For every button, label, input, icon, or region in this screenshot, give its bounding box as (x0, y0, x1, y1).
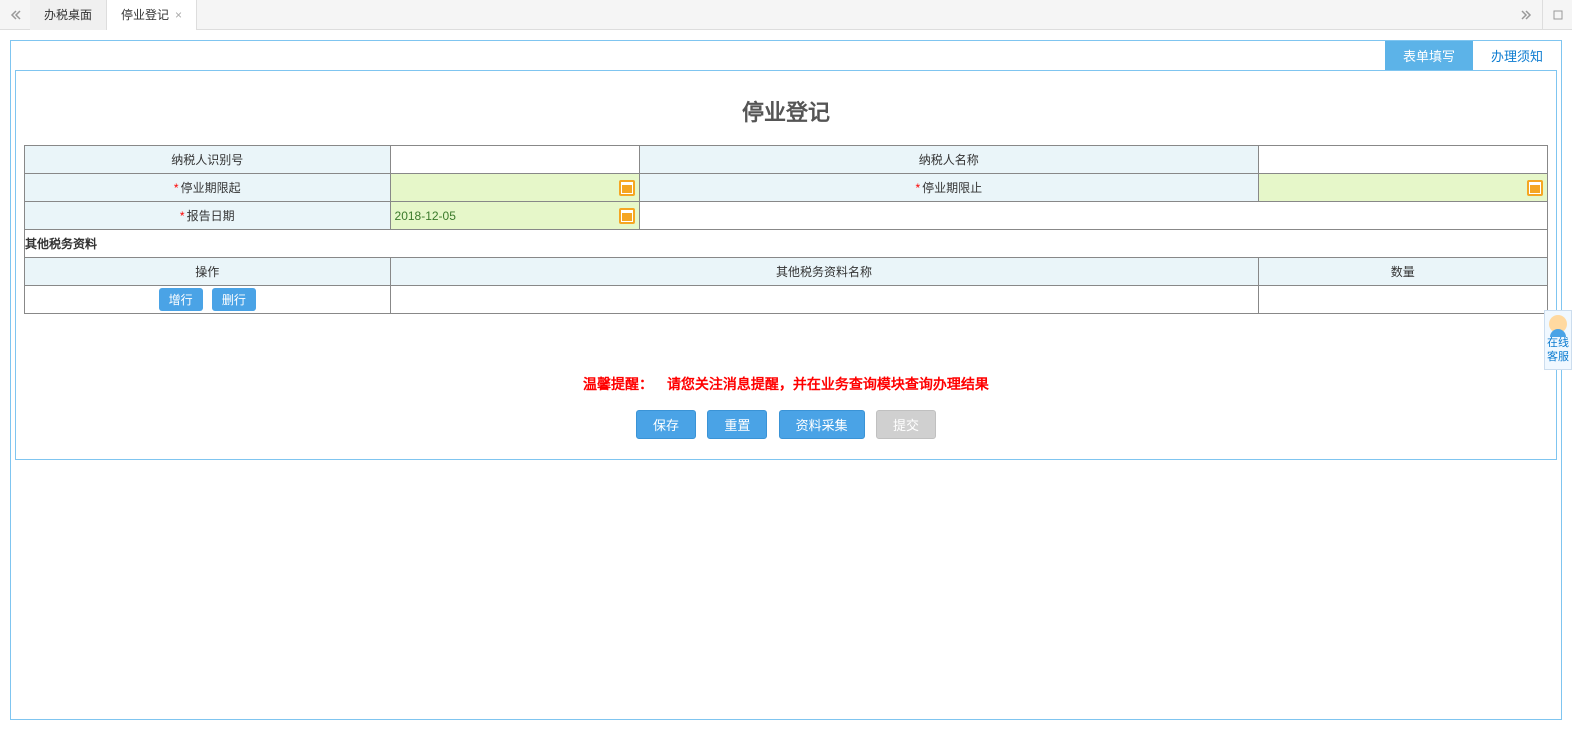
top-tab-notice[interactable]: 办理须知 (1473, 41, 1561, 70)
input-suspend-to[interactable] (1258, 174, 1547, 202)
required-star: * (180, 209, 185, 223)
submit-button: 提交 (876, 410, 936, 439)
support-label: 在线客服 (1547, 336, 1569, 365)
page-title: 停业登记 (24, 81, 1548, 145)
tab-bar: 办税桌面 停业登记 × (0, 0, 1572, 30)
reset-button[interactable]: 重置 (707, 410, 767, 439)
calendar-icon[interactable] (619, 180, 635, 196)
reminder: 温馨提醒： 请您关注消息提醒，并在业务查询模块查询办理结果 (24, 374, 1548, 394)
page-panel: 表单填写 办理须知 停业登记 纳税人识别号 纳税人名称 *停业期限起 *停业期限… (10, 40, 1562, 720)
empty-cell (640, 202, 1548, 230)
required-star: * (915, 181, 920, 195)
tab-menu[interactable] (1542, 0, 1572, 30)
taxpayer-name-mask (1259, 150, 1379, 166)
tab-scroll-right[interactable] (1512, 0, 1542, 30)
tab-current[interactable]: 停业登记 × (107, 0, 197, 30)
top-tab-form[interactable]: 表单填写 (1385, 41, 1473, 70)
del-row-button[interactable]: 删行 (212, 288, 256, 311)
required-star: * (174, 181, 179, 195)
row-qty-cell[interactable] (1258, 286, 1547, 314)
label-taxpayer-name: 纳税人名称 (640, 146, 1259, 174)
action-bar: 保存 重置 资料采集 提交 (24, 410, 1548, 439)
close-icon[interactable]: × (175, 0, 182, 30)
section-other-docs: 其他税务资料 (25, 230, 1548, 258)
label-report-date: *报告日期 (25, 202, 391, 230)
value-taxpayer-name (1258, 146, 1547, 174)
tab-desktop-label: 办税桌面 (44, 0, 92, 30)
tab-desktop[interactable]: 办税桌面 (30, 0, 107, 30)
label-suspend-from: *停业期限起 (25, 174, 391, 202)
reminder-label: 温馨提醒： (583, 376, 653, 392)
calendar-icon[interactable] (619, 208, 635, 224)
row-op-cell: 增行 删行 (25, 286, 391, 314)
tab-current-label: 停业登记 (121, 0, 169, 30)
input-suspend-from[interactable] (390, 174, 640, 202)
input-report-date[interactable]: 2018-12-05 (390, 202, 640, 230)
value-taxpayer-id (390, 146, 640, 174)
label-suspend-to: *停业期限止 (640, 174, 1259, 202)
col-name: 其他税务资料名称 (390, 258, 1258, 286)
collect-button[interactable]: 资料采集 (779, 410, 865, 439)
reminder-msg: 请您关注消息提醒，并在业务查询模块查询办理结果 (667, 376, 989, 392)
add-row-button[interactable]: 增行 (159, 288, 203, 311)
top-tabs: 表单填写 办理须知 (11, 41, 1561, 70)
row-name-cell[interactable] (390, 286, 1258, 314)
label-taxpayer-id: 纳税人识别号 (25, 146, 391, 174)
col-qty: 数量 (1258, 258, 1547, 286)
col-op: 操作 (25, 258, 391, 286)
form-table: 纳税人识别号 纳税人名称 *停业期限起 *停业期限止 *报告日期 (24, 145, 1548, 314)
taxpayer-id-mask (391, 150, 511, 166)
calendar-icon[interactable] (1527, 180, 1543, 196)
support-avatar-icon (1549, 315, 1567, 333)
save-button[interactable]: 保存 (636, 410, 696, 439)
support-widget[interactable]: 在线客服 (1544, 310, 1572, 370)
tab-scroll-left[interactable] (0, 0, 30, 29)
